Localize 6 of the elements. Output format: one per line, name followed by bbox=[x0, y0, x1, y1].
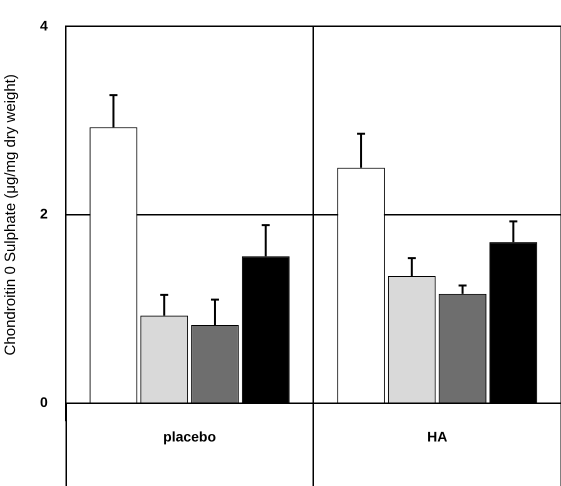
y-tick-label: 0 bbox=[40, 394, 48, 410]
x-tick-label: placebo bbox=[163, 428, 216, 444]
y-tick-label: 4 bbox=[40, 17, 48, 34]
y-tick-label: 2 bbox=[40, 206, 48, 222]
x-tick-label: HA bbox=[427, 428, 448, 444]
y-axis-title: Chondroitin 0 Sulphate (μg/mg dry weight) bbox=[2, 74, 20, 356]
